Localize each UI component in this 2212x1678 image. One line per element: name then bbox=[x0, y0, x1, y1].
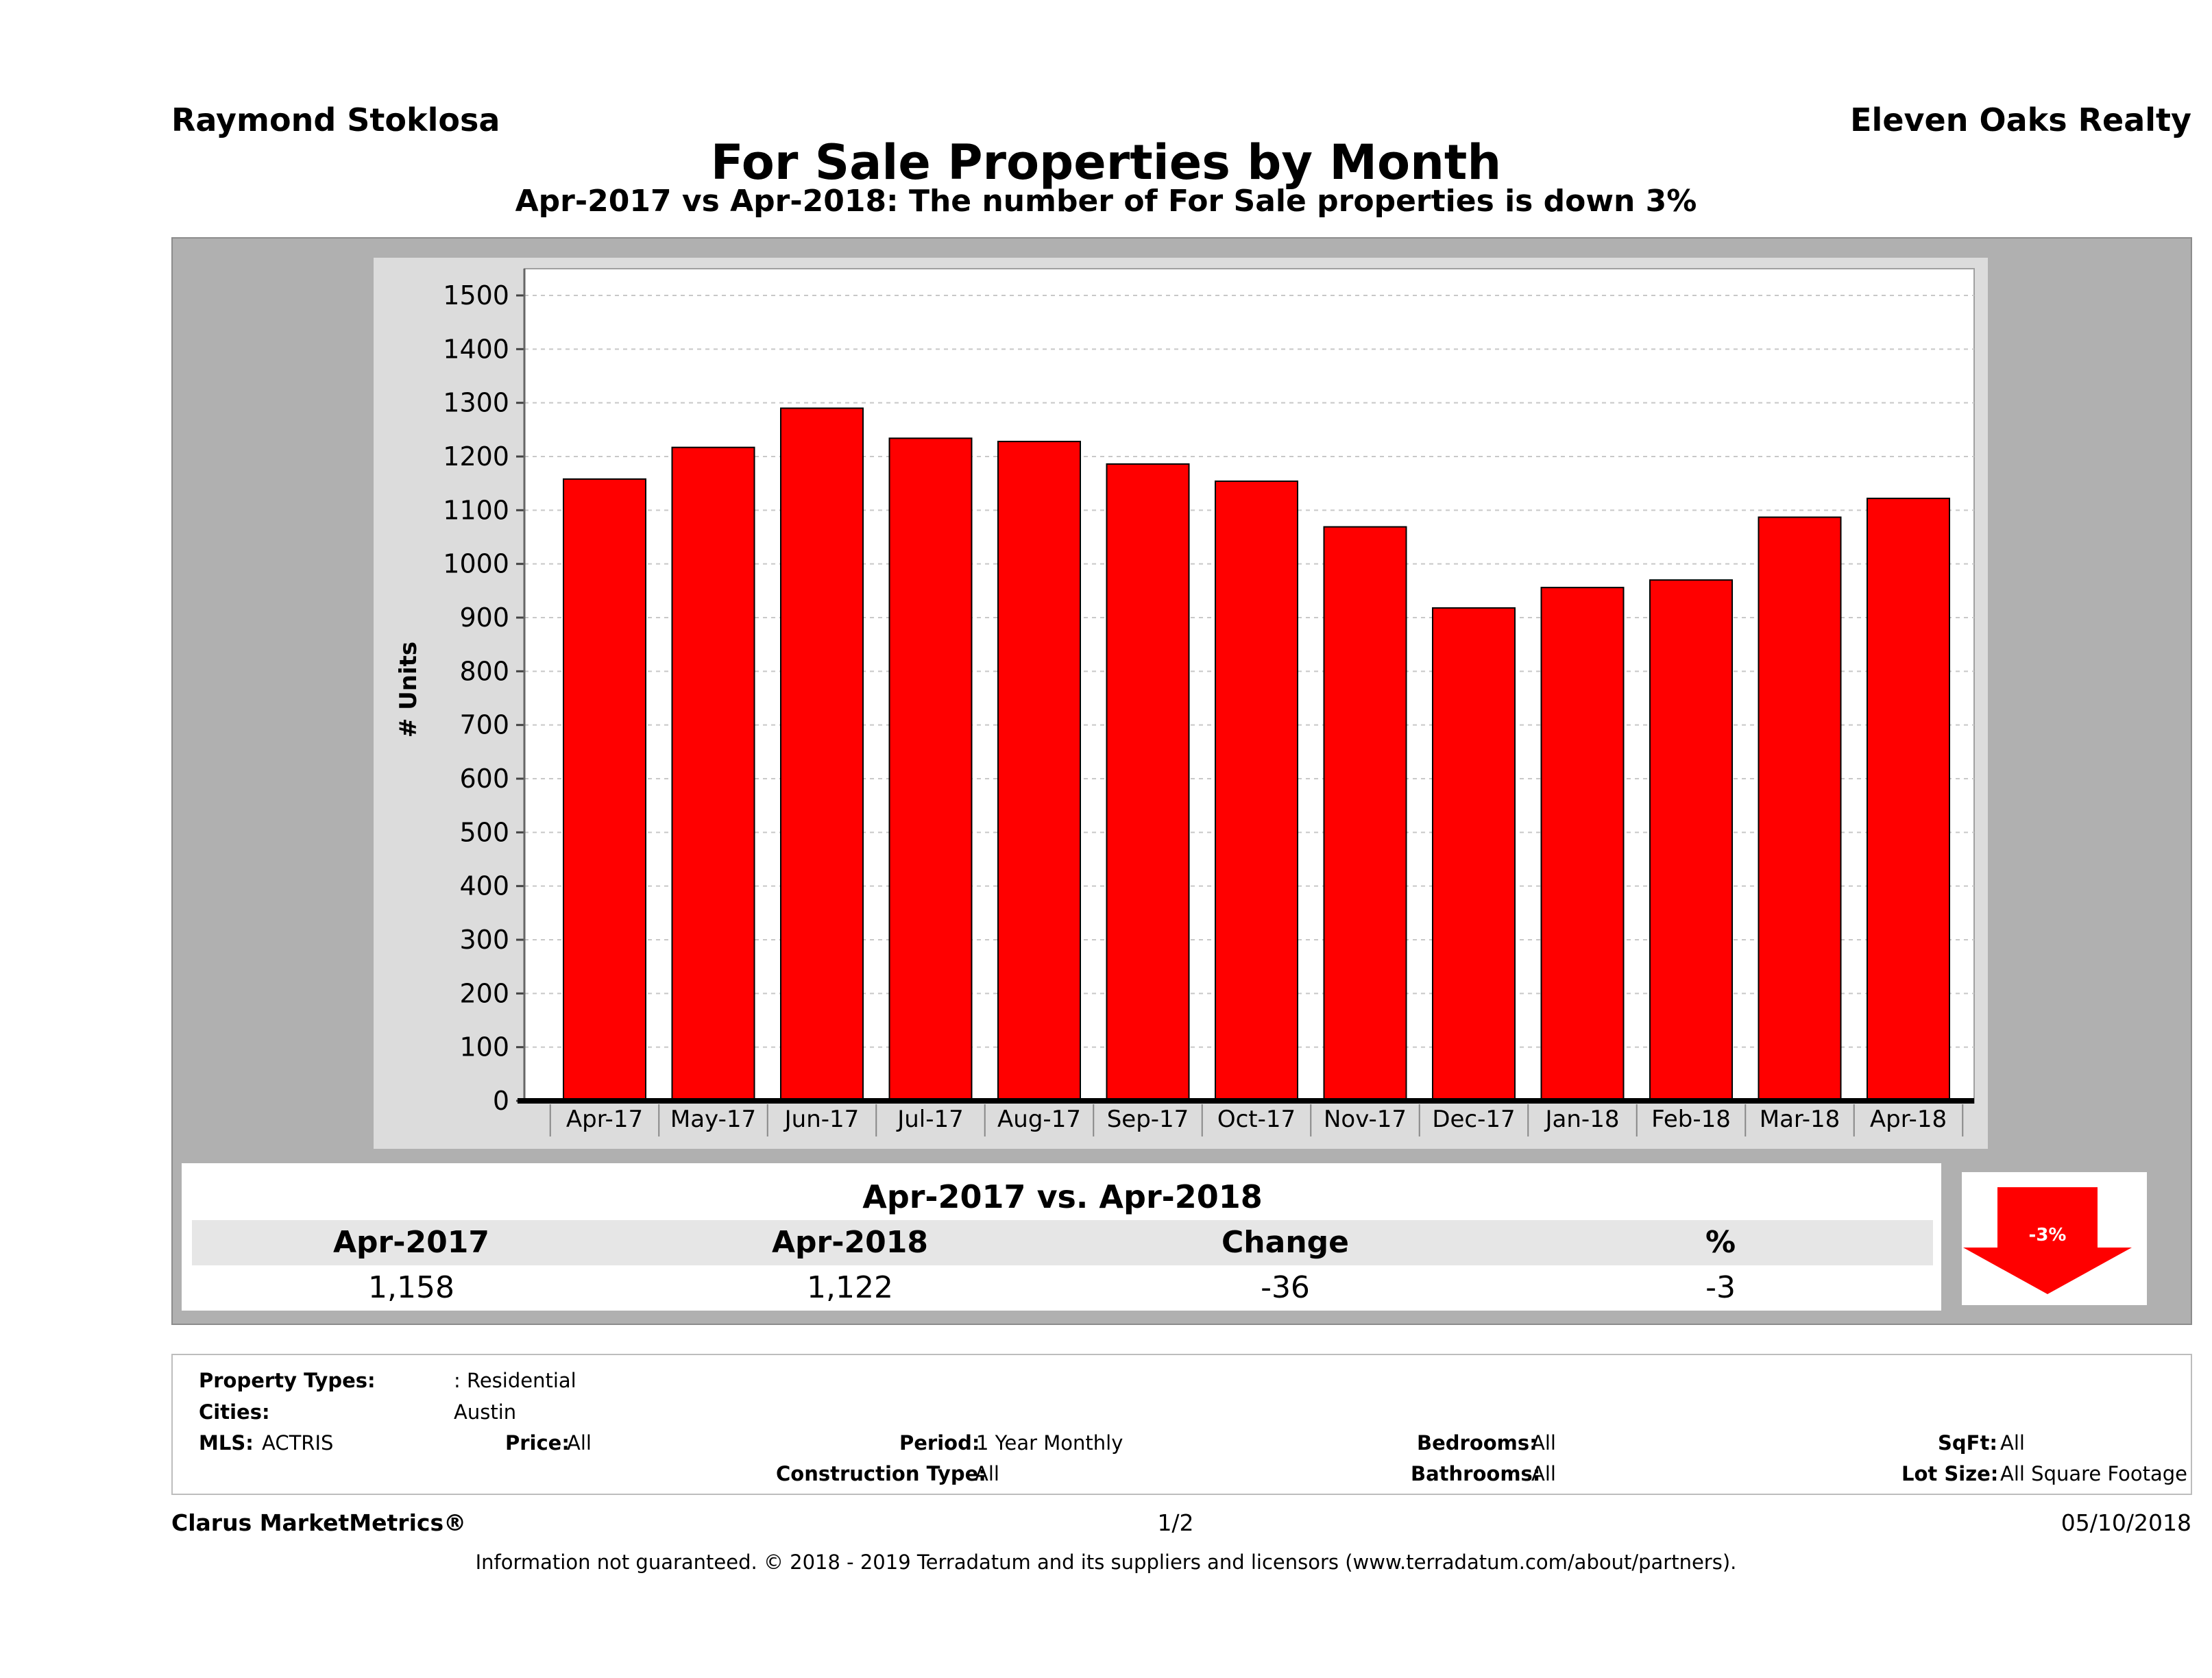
mls-label: MLS: bbox=[199, 1431, 254, 1455]
criteria-panel: Property Types: : Residential Cities: Au… bbox=[171, 1354, 2192, 1495]
footer-brand: Clarus MarketMetrics® bbox=[171, 1509, 467, 1536]
y-tick-label: 200 bbox=[459, 978, 509, 1008]
summary-header-apr2017: Apr-2017 bbox=[333, 1225, 489, 1260]
bathrooms-label: Bathrooms: bbox=[1411, 1462, 1541, 1485]
x-tick-label: Nov-17 bbox=[1324, 1106, 1407, 1133]
bar bbox=[780, 407, 864, 1102]
y-tick-label: 600 bbox=[459, 764, 509, 794]
x-tick-label: Aug-17 bbox=[997, 1106, 1081, 1133]
lot-size-label: Lot Size: bbox=[1901, 1462, 1999, 1485]
summary-header-change: Change bbox=[1222, 1225, 1349, 1260]
page-number: 1/2 bbox=[1157, 1509, 1194, 1536]
property-types-label: Property Types: bbox=[199, 1369, 376, 1392]
bar bbox=[563, 478, 646, 1102]
y-tick-label: 800 bbox=[459, 656, 509, 686]
x-tick-label: Jul-17 bbox=[896, 1106, 964, 1133]
bar bbox=[1649, 579, 1733, 1102]
cities-value: Austin bbox=[454, 1400, 517, 1424]
sqft-label: SqFt: bbox=[1938, 1431, 1997, 1455]
summary-title-row bbox=[192, 1174, 1933, 1220]
y-tick-label: 400 bbox=[459, 871, 509, 901]
bar bbox=[888, 437, 973, 1102]
period-value: 1 Year Monthly bbox=[976, 1431, 1123, 1455]
bar bbox=[1215, 481, 1298, 1102]
summary-value-apr2017: 1,158 bbox=[368, 1270, 454, 1305]
bar bbox=[1432, 607, 1516, 1102]
y-tick-label: 1500 bbox=[443, 280, 509, 311]
chart-panel: 0 100 200 300 400 500 600 700 800 900 1000 1100 1200… bbox=[374, 258, 1988, 1149]
bar-chart: 0 100 200 300 400 500 600 700 800 900 1000 1100 1200… bbox=[395, 268, 1975, 1136]
change-badge: -3% bbox=[2029, 1225, 2067, 1245]
price-value: All bbox=[567, 1431, 592, 1455]
y-tick-label: 500 bbox=[459, 817, 509, 847]
bar bbox=[1106, 463, 1190, 1102]
sqft-value: All bbox=[2000, 1431, 2025, 1455]
bar bbox=[997, 441, 1081, 1102]
summary-value-percent: -3 bbox=[1705, 1270, 1736, 1305]
x-tick-label: Sep-17 bbox=[1107, 1106, 1189, 1133]
y-tick-label: 100 bbox=[459, 1032, 509, 1062]
disclaimer: Information not guaranteed. © 2018 - 201… bbox=[475, 1551, 1737, 1574]
lot-size-value: All Square Footage bbox=[2000, 1462, 2188, 1485]
y-axis-label: # Units bbox=[395, 642, 422, 738]
y-tick-label: 1400 bbox=[443, 334, 509, 364]
x-tick-label: Feb-18 bbox=[1651, 1106, 1731, 1133]
x-tick-label: Jan-18 bbox=[1544, 1106, 1620, 1133]
y-tick-label: 1000 bbox=[443, 549, 509, 579]
bar bbox=[671, 446, 755, 1102]
bar bbox=[1540, 587, 1625, 1102]
bar bbox=[1867, 498, 1950, 1102]
period-label: Period: bbox=[899, 1431, 980, 1455]
report-subtitle: Apr-2017 vs Apr-2018: The number of For … bbox=[515, 184, 1697, 219]
summary-value-change: -36 bbox=[1261, 1270, 1310, 1305]
construction-type-label: Construction Type: bbox=[776, 1462, 986, 1485]
summary-value-apr2018: 1,122 bbox=[807, 1270, 893, 1305]
y-tick-label: 300 bbox=[459, 925, 509, 955]
bedrooms-label: Bedrooms: bbox=[1417, 1431, 1538, 1455]
x-tick-label: Jun-17 bbox=[783, 1106, 860, 1133]
bar bbox=[1323, 526, 1407, 1102]
x-tick-label: Mar-18 bbox=[1760, 1106, 1840, 1133]
bathrooms-value: All bbox=[1531, 1462, 1556, 1485]
y-tick-label: 900 bbox=[459, 603, 509, 633]
report-date: 05/10/2018 bbox=[2061, 1509, 2191, 1536]
report-title: For Sale Properties by Month bbox=[710, 134, 1502, 191]
agent-name: Raymond Stoklosa bbox=[171, 101, 500, 138]
y-tick-label: 0 bbox=[493, 1086, 509, 1116]
property-types-value: : Residential bbox=[454, 1369, 576, 1392]
cities-label: Cities: bbox=[199, 1400, 270, 1424]
down-arrow-icon: -3% bbox=[1963, 1187, 2132, 1294]
x-tick-label: Dec-17 bbox=[1432, 1106, 1515, 1133]
summary-header-apr2018: Apr-2018 bbox=[772, 1225, 928, 1260]
summary-header-row bbox=[192, 1220, 1933, 1265]
bar bbox=[1758, 516, 1842, 1102]
y-tick-label: 1200 bbox=[443, 441, 509, 472]
price-label: Price: bbox=[505, 1431, 570, 1455]
x-tick-label: Apr-18 bbox=[1870, 1106, 1947, 1133]
x-tick-label: Apr-17 bbox=[566, 1106, 643, 1133]
summary-title: Apr-2017 vs. Apr-2018 bbox=[862, 1178, 1263, 1215]
y-tick-label: 1100 bbox=[443, 495, 509, 525]
summary-header-percent: % bbox=[1705, 1225, 1736, 1260]
x-tick-label: Oct-17 bbox=[1217, 1106, 1296, 1133]
x-tick-label: May-17 bbox=[670, 1106, 756, 1133]
construction-type-value: All bbox=[975, 1462, 999, 1485]
broker-name: Eleven Oaks Realty bbox=[1850, 101, 2191, 138]
y-tick-label: 1300 bbox=[443, 388, 509, 418]
y-tick-label: 700 bbox=[459, 710, 509, 740]
change-indicator: -3% bbox=[1962, 1172, 2147, 1305]
mls-value: ACTRIS bbox=[262, 1431, 334, 1455]
bedrooms-value: All bbox=[1531, 1431, 1556, 1455]
